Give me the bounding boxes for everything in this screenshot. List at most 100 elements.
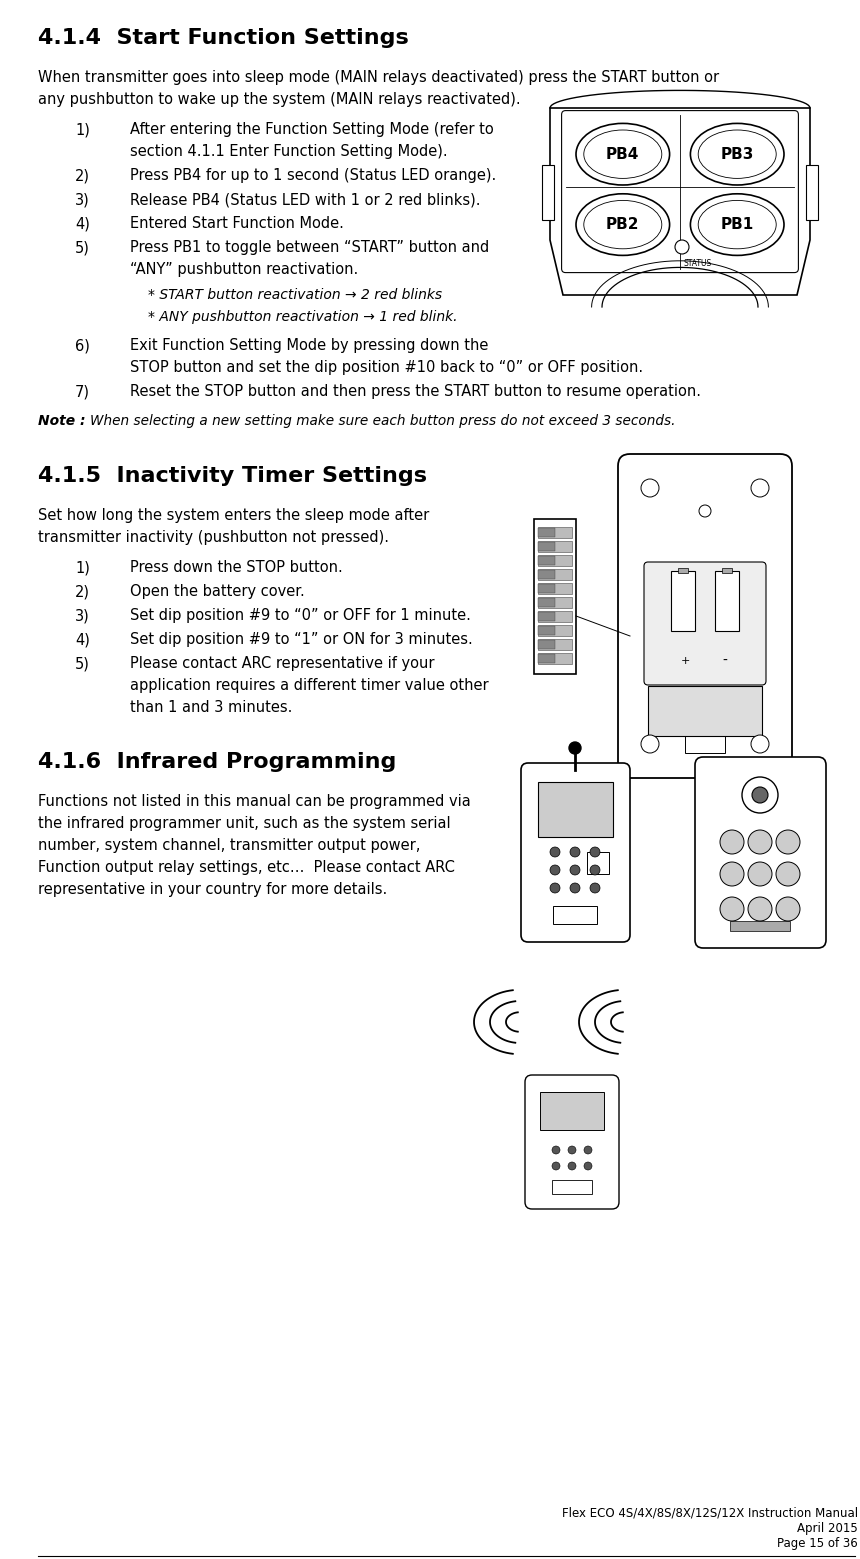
Bar	[538, 571, 555, 578]
Circle shape	[742, 776, 778, 812]
Text: Set dip position #9 to “0” or OFF for 1 minute.: Set dip position #9 to “0” or OFF for 1 …	[130, 608, 471, 624]
Circle shape	[748, 896, 772, 921]
Circle shape	[590, 865, 600, 875]
Polygon shape	[550, 108, 810, 295]
FancyBboxPatch shape	[618, 454, 792, 778]
FancyBboxPatch shape	[695, 758, 826, 948]
Text: 7): 7)	[75, 384, 90, 399]
Circle shape	[584, 1161, 592, 1169]
Bar	[678, 567, 688, 574]
Text: 5): 5)	[75, 240, 90, 256]
FancyBboxPatch shape	[525, 1076, 619, 1208]
Text: Set how long the system enters the sleep mode after: Set how long the system enters the sleep…	[38, 508, 429, 522]
Text: 1): 1)	[75, 560, 90, 575]
Text: transmitter inactivity (pushbutton not pressed).: transmitter inactivity (pushbutton not p…	[38, 530, 389, 546]
Bar	[538, 541, 572, 552]
Text: PB2: PB2	[606, 217, 640, 232]
Text: Set dip position #9 to “1” or ON for 3 minutes.: Set dip position #9 to “1” or ON for 3 m…	[130, 631, 473, 647]
Text: than 1 and 3 minutes.: than 1 and 3 minutes.	[130, 700, 292, 716]
Text: 3): 3)	[76, 608, 90, 624]
Bar	[538, 597, 572, 608]
FancyBboxPatch shape	[521, 762, 630, 942]
Bar	[648, 686, 762, 736]
Circle shape	[641, 479, 659, 497]
Text: 4.1.5  Inactivity Timer Settings: 4.1.5 Inactivity Timer Settings	[38, 466, 427, 486]
Text: -: -	[722, 653, 728, 667]
Text: Page 15 of 36: Page 15 of 36	[777, 1537, 858, 1550]
Bar	[538, 653, 572, 664]
Circle shape	[641, 734, 659, 753]
Circle shape	[584, 1146, 592, 1154]
Text: Exit Function Setting Mode by pressing down the: Exit Function Setting Mode by pressing d…	[130, 338, 488, 352]
Bar	[671, 571, 695, 631]
Circle shape	[568, 1146, 576, 1154]
Text: Flex ECO 4S/4X/8S/8X/12S/12X Instruction Manual: Flex ECO 4S/4X/8S/8X/12S/12X Instruction…	[562, 1508, 858, 1520]
Text: When transmitter goes into sleep mode (MAIN relays deactivated) press the START : When transmitter goes into sleep mode (M…	[38, 70, 719, 86]
Bar	[542, 165, 554, 220]
Circle shape	[552, 1161, 560, 1169]
Text: 2): 2)	[75, 168, 90, 182]
Ellipse shape	[576, 123, 670, 186]
Circle shape	[752, 787, 768, 803]
Circle shape	[552, 1146, 560, 1154]
Bar	[538, 625, 572, 636]
Text: April 2015: April 2015	[797, 1522, 858, 1536]
Text: 4.1.6  Infrared Programming: 4.1.6 Infrared Programming	[38, 751, 396, 772]
Ellipse shape	[584, 129, 662, 178]
Text: Function output relay settings, etc…  Please contact ARC: Function output relay settings, etc… Ple…	[38, 861, 455, 875]
Ellipse shape	[691, 193, 784, 256]
Bar	[538, 555, 572, 566]
Text: * START button reactivation → 2 red blinks: * START button reactivation → 2 red blin…	[148, 288, 442, 302]
Bar	[538, 611, 572, 622]
Circle shape	[776, 896, 800, 921]
Text: 4.1.4  Start Function Settings: 4.1.4 Start Function Settings	[38, 28, 408, 48]
Circle shape	[751, 479, 769, 497]
Text: Please contact ARC representative if your: Please contact ARC representative if you…	[130, 656, 434, 670]
Bar	[553, 906, 597, 924]
Circle shape	[699, 505, 711, 518]
Circle shape	[569, 742, 581, 755]
Circle shape	[751, 734, 769, 753]
Text: PB1: PB1	[721, 217, 754, 232]
Bar	[538, 783, 613, 837]
Circle shape	[568, 1161, 576, 1169]
Text: application requires a different timer value other: application requires a different timer v…	[130, 678, 488, 694]
Circle shape	[550, 847, 560, 857]
Text: * ANY pushbutton reactivation → 1 red blink.: * ANY pushbutton reactivation → 1 red bl…	[148, 310, 458, 324]
Text: +: +	[680, 656, 690, 666]
Text: section 4.1.1 Enter Function Setting Mode).: section 4.1.1 Enter Function Setting Mod…	[130, 143, 447, 159]
FancyBboxPatch shape	[644, 561, 766, 684]
Text: When selecting a new setting make sure each button press do not exceed 3 seconds: When selecting a new setting make sure e…	[90, 415, 675, 429]
Text: Press PB1 to toggle between “START” button and: Press PB1 to toggle between “START” butt…	[130, 240, 489, 256]
Circle shape	[550, 865, 560, 875]
Text: Release PB4 (Status LED with 1 or 2 red blinks).: Release PB4 (Status LED with 1 or 2 red …	[130, 192, 481, 207]
Ellipse shape	[698, 129, 777, 178]
Bar	[552, 1180, 592, 1194]
Text: the infrared programmer unit, such as the system serial: the infrared programmer unit, such as th…	[38, 815, 451, 831]
Bar	[538, 557, 555, 564]
Circle shape	[675, 240, 689, 254]
Circle shape	[570, 847, 580, 857]
Circle shape	[776, 829, 800, 854]
Circle shape	[748, 862, 772, 886]
Bar	[538, 585, 555, 592]
Bar	[538, 569, 572, 580]
Text: 2): 2)	[75, 585, 90, 599]
Bar	[587, 853, 609, 875]
Text: PB3: PB3	[721, 147, 754, 162]
Text: STOP button and set the dip position #10 back to “0” or OFF position.: STOP button and set the dip position #10…	[130, 360, 643, 376]
Circle shape	[550, 882, 560, 893]
Bar	[538, 613, 555, 620]
Text: Reset the STOP button and then press the START button to resume operation.: Reset the STOP button and then press the…	[130, 384, 701, 399]
Bar	[538, 583, 572, 594]
Bar	[538, 543, 555, 550]
Circle shape	[748, 829, 772, 854]
Text: any pushbutton to wake up the system (MAIN relays reactivated).: any pushbutton to wake up the system (MA…	[38, 92, 520, 108]
Ellipse shape	[698, 201, 777, 249]
Text: 4): 4)	[75, 631, 90, 647]
Bar	[538, 639, 572, 650]
Text: Open the battery cover.: Open the battery cover.	[130, 585, 304, 599]
Bar	[806, 165, 818, 220]
Text: number, system channel, transmitter output power,: number, system channel, transmitter outp…	[38, 839, 421, 853]
Text: Press down the STOP button.: Press down the STOP button.	[130, 560, 343, 575]
